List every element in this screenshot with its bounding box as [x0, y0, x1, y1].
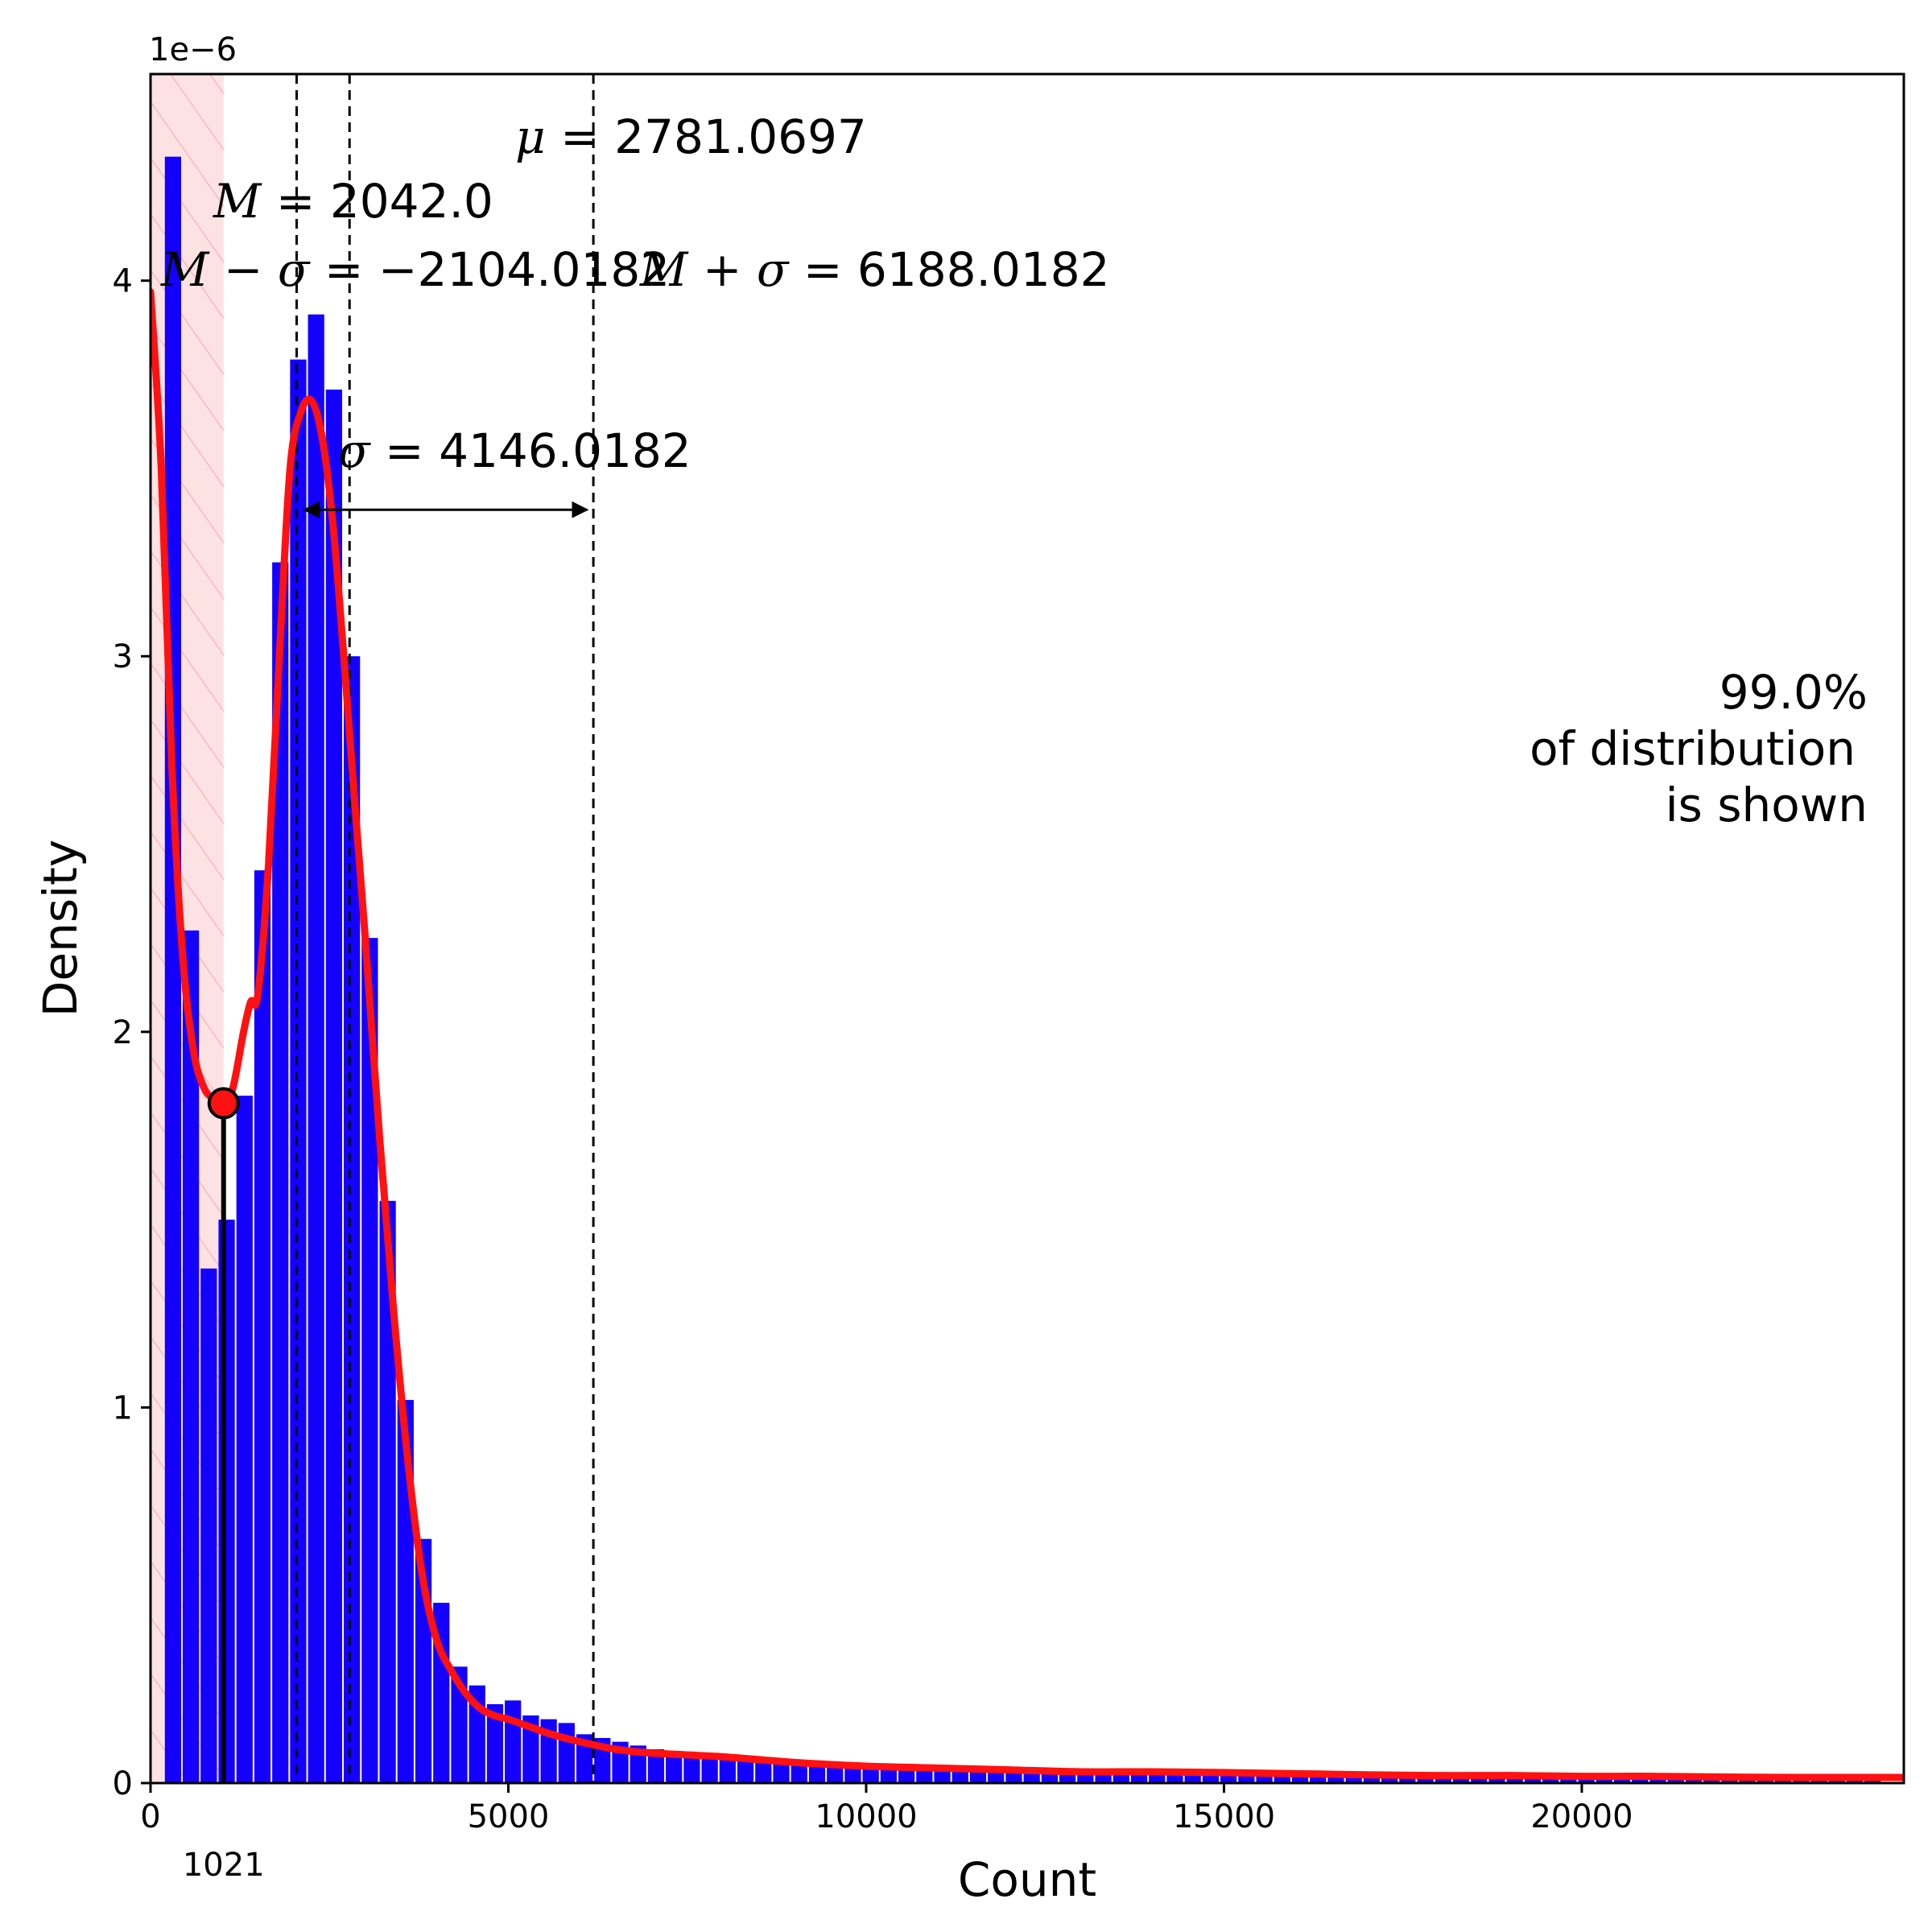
histogram-bar	[1363, 1774, 1381, 1783]
histogram-bar	[254, 870, 271, 1783]
histogram-bar	[647, 1749, 665, 1783]
histogram-bar	[773, 1761, 790, 1783]
x-tick-label: 15000	[1173, 1798, 1275, 1835]
histogram-bar	[272, 562, 289, 1783]
histogram-bar	[325, 389, 343, 1783]
histogram-bar	[344, 656, 361, 1783]
kde-curve	[151, 288, 1904, 1781]
median-annotation: M = 2042.0	[213, 174, 493, 229]
y-tick-label: 0	[113, 1765, 133, 1802]
histogram-bar	[218, 1220, 235, 1783]
histogram-bar	[1310, 1773, 1327, 1783]
histogram-bar	[683, 1752, 700, 1783]
m-minus-sigma-annotation: M − σ = −2104.0182	[160, 242, 670, 297]
sigma-symbol: σ	[338, 423, 371, 478]
sigma-value: = 4146.0182	[385, 423, 691, 478]
histogram-bar	[558, 1723, 575, 1783]
x-axis-title: Count	[958, 1852, 1096, 1907]
m-minus-sigma-symbol: M − σ	[160, 242, 311, 297]
histogram-bar	[1327, 1773, 1344, 1783]
x-tick-label: 20000	[1530, 1798, 1633, 1835]
histogram-bar	[719, 1757, 736, 1783]
coverage-line-1: 99.0%	[1719, 665, 1868, 720]
y-scale-label: 1e−6	[149, 31, 237, 68]
m-minus-sigma-value: = −2104.0182	[324, 242, 670, 297]
coverage-line-2: of distribution	[1530, 721, 1856, 776]
median-symbol: M	[213, 174, 262, 229]
x-tick-label: 5000	[468, 1798, 550, 1835]
histogram-bar	[486, 1704, 504, 1783]
histogram-bar	[1274, 1773, 1290, 1783]
histogram-bar	[791, 1761, 807, 1783]
sigma-annotation: σ = 4146.0182	[338, 423, 691, 478]
histogram-bar	[290, 359, 307, 1783]
median-value: = 2042.0	[276, 174, 493, 229]
y-tick-label: 3	[113, 638, 133, 675]
marker-point	[207, 1087, 240, 1120]
m-plus-sigma-value: = 6188.0182	[803, 242, 1110, 297]
histogram-bar	[1291, 1773, 1309, 1783]
y-tick-label: 1	[113, 1389, 133, 1426]
histogram-bar	[379, 1200, 396, 1783]
mu-annotation: μ = 2781.0697	[515, 109, 867, 164]
histogram-bar	[737, 1757, 754, 1783]
histogram-bar	[666, 1751, 683, 1783]
histogram-bar	[1488, 1775, 1505, 1783]
m-plus-sigma-annotation: M + σ = 6188.0182	[639, 242, 1110, 297]
histogram-bar	[505, 1700, 522, 1783]
histogram-bars	[164, 156, 1881, 1783]
histogram-bar	[236, 1096, 253, 1783]
y-tick-label: 4	[113, 263, 133, 300]
marker-label: 1021	[183, 1847, 265, 1884]
coverage-line-3: is shown	[1666, 778, 1868, 832]
y-axis-ticks: 0 1 2 3 4	[113, 263, 151, 1802]
histogram-bar	[200, 1268, 217, 1783]
histogram-bar	[1399, 1774, 1416, 1783]
histogram-bar	[164, 156, 182, 1783]
histogram-bar	[755, 1758, 772, 1783]
x-tick-label: 0	[140, 1798, 160, 1835]
plot-frame	[149, 72, 1905, 1785]
histogram-bar	[1345, 1774, 1362, 1783]
histogram-bar	[701, 1755, 718, 1783]
histogram-bar	[1381, 1774, 1398, 1783]
x-axis-ticks: 0 5000 10000 15000 20000	[140, 1783, 1633, 1835]
mu-symbol: μ	[515, 109, 546, 164]
histogram-bar	[1506, 1775, 1523, 1783]
m-plus-sigma-symbol: M + σ	[639, 242, 790, 297]
x-tick-label: 10000	[815, 1798, 917, 1835]
y-tick-label: 2	[113, 1014, 133, 1051]
histogram-bar	[308, 314, 324, 1783]
reference-lines	[295, 74, 595, 1783]
mu-value: = 2781.0697	[560, 109, 867, 164]
y-axis-title: Density	[33, 840, 88, 1018]
histogram-bar	[361, 938, 378, 1783]
histogram-bar	[183, 930, 200, 1783]
